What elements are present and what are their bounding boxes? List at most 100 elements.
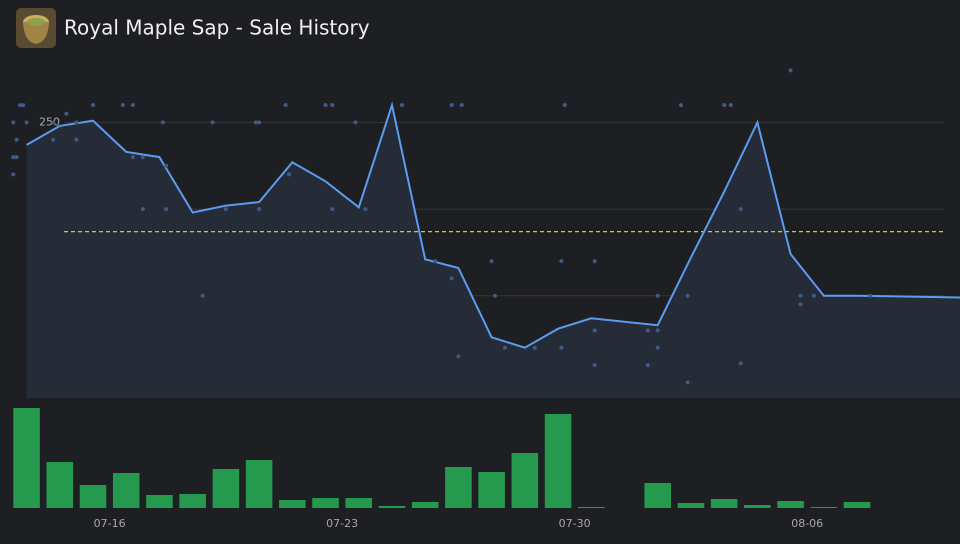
sale-point xyxy=(74,120,79,125)
volume-bar xyxy=(13,408,40,508)
sale-point xyxy=(24,120,29,125)
sale-point xyxy=(257,120,262,125)
sale-point xyxy=(645,328,650,333)
sale-point xyxy=(11,120,16,125)
sale-point xyxy=(728,103,733,108)
sale-point xyxy=(722,103,727,108)
volume-bar xyxy=(544,414,572,508)
item-icon xyxy=(16,8,56,48)
sale-point xyxy=(559,259,564,264)
sale-point xyxy=(798,293,803,298)
sale-point xyxy=(130,103,135,108)
y-tick-label: 250 xyxy=(39,115,60,128)
x-tick-label: 07-16 xyxy=(94,517,126,530)
x-tick-label: 07-30 xyxy=(559,517,591,530)
sale-point xyxy=(64,111,69,116)
sale-point xyxy=(449,276,454,281)
volume-bar xyxy=(79,485,107,508)
sale-point xyxy=(120,103,125,108)
sale-point xyxy=(74,137,79,142)
sale-point xyxy=(798,302,803,307)
sale-point xyxy=(21,103,26,108)
volume-bar xyxy=(478,472,505,508)
sale-point xyxy=(788,68,793,73)
sale-point xyxy=(323,103,328,108)
volume-bar xyxy=(577,507,605,508)
sale-point xyxy=(655,293,660,298)
sale-point xyxy=(130,155,135,160)
volume-bar xyxy=(644,483,672,508)
sale-point xyxy=(210,120,215,125)
sale-point xyxy=(253,120,258,125)
sale-point xyxy=(399,103,404,108)
sale-point xyxy=(51,120,56,125)
sale-point xyxy=(14,155,19,160)
sale-point xyxy=(14,137,19,142)
volume-bar xyxy=(112,473,140,508)
sale-point xyxy=(738,361,743,366)
price-area xyxy=(26,105,960,398)
sale-point xyxy=(286,172,291,177)
x-tick-label: 08-06 xyxy=(791,517,823,530)
sale-point xyxy=(17,103,22,108)
volume-bar xyxy=(677,503,705,508)
sale-point xyxy=(868,293,873,298)
title: Royal Maple Sap - Sale History xyxy=(64,16,370,40)
sale-point xyxy=(492,293,497,298)
sale-point xyxy=(51,137,56,142)
sale-point xyxy=(353,120,358,125)
sale-point xyxy=(257,207,262,212)
sale-point xyxy=(655,345,660,350)
sale-point xyxy=(592,328,597,333)
sale-point xyxy=(11,172,16,177)
sale-point xyxy=(200,293,205,298)
sale-point xyxy=(685,380,690,385)
sale-point xyxy=(164,163,169,168)
sale-point xyxy=(645,363,650,368)
sale-point xyxy=(738,207,743,212)
volume-bar xyxy=(843,502,871,508)
volume-bar xyxy=(810,507,838,508)
volume-bar xyxy=(777,501,804,508)
volume-bar xyxy=(710,499,738,508)
sale-point xyxy=(811,293,816,298)
sale-point xyxy=(91,103,96,108)
volume-bar xyxy=(345,498,373,508)
sale-point xyxy=(363,207,368,212)
sale-point xyxy=(685,293,690,298)
sale-point xyxy=(164,207,169,212)
sale-point xyxy=(160,120,165,125)
sale-point xyxy=(330,103,335,108)
volume-bar xyxy=(744,505,771,508)
volume-bar xyxy=(146,495,173,508)
volume-bar xyxy=(312,498,339,508)
sale-point xyxy=(559,345,564,350)
sale-point xyxy=(655,328,660,333)
sale-point xyxy=(223,207,228,212)
sale-point xyxy=(11,155,16,160)
volume-bar xyxy=(279,500,306,508)
sale-point xyxy=(678,103,683,108)
sale-point xyxy=(283,103,288,108)
volume-bar xyxy=(46,462,74,508)
volume-bar xyxy=(245,460,273,508)
sale-point xyxy=(449,103,454,108)
sale-point xyxy=(592,363,597,368)
sale-point xyxy=(433,259,438,264)
sale-point xyxy=(532,345,537,350)
sale-point xyxy=(456,354,461,359)
x-tick-label: 07-23 xyxy=(326,517,358,530)
sale-point xyxy=(502,345,507,350)
sale-point xyxy=(140,155,145,160)
volume-bar xyxy=(411,502,439,508)
volume-bar xyxy=(378,506,406,508)
volume-bar xyxy=(445,467,472,508)
sale-point xyxy=(330,207,335,212)
sale-point xyxy=(489,259,494,264)
volume-bar xyxy=(179,494,206,508)
sale-point xyxy=(562,103,567,108)
volume-bar xyxy=(511,453,539,508)
volume-bar xyxy=(212,469,240,508)
